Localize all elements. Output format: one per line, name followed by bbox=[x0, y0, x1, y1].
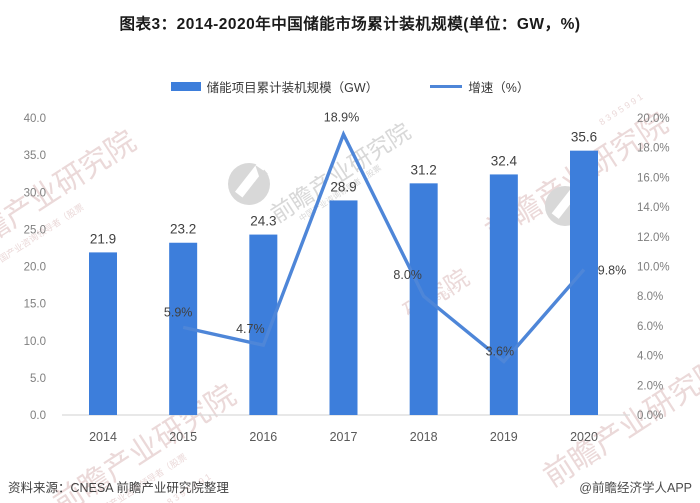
y-left-tick: 40.0 bbox=[24, 113, 46, 125]
growth-value-label: 8.0% bbox=[393, 268, 422, 282]
bar-value-label: 28.9 bbox=[330, 179, 356, 194]
x-tick: 2014 bbox=[89, 430, 117, 444]
growth-value-label: 5.9% bbox=[164, 305, 193, 319]
bar-2019 bbox=[489, 174, 518, 415]
bar-value-label: 35.6 bbox=[571, 130, 597, 145]
bar-value-label: 31.2 bbox=[411, 162, 437, 177]
bar-value-label: 21.9 bbox=[90, 231, 116, 246]
y-left-tick: 20.0 bbox=[24, 262, 46, 274]
y-right-tick: 12.0% bbox=[637, 232, 670, 244]
source-note: 资料来源：CNESA 前瞻产业研究院整理 bbox=[8, 481, 229, 495]
legend-item-line: 增速（%） bbox=[430, 77, 529, 96]
x-tick: 2015 bbox=[169, 430, 197, 444]
legend-line-label: 增速（%） bbox=[468, 81, 530, 95]
growth-value-label: 9.8% bbox=[598, 263, 627, 277]
legend-item-bar: 储能项目累计装机规模（GW） bbox=[170, 77, 379, 96]
y-right-tick: 18.0% bbox=[637, 143, 670, 155]
y-right-tick: 20.0% bbox=[637, 113, 670, 125]
legend-bar-label: 储能项目累计装机规模（GW） bbox=[206, 81, 379, 95]
bar-2018 bbox=[409, 183, 438, 415]
x-tick: 2019 bbox=[490, 430, 518, 444]
y-left-tick: 35.0 bbox=[24, 150, 46, 162]
y-left-tick: 0.0 bbox=[30, 410, 46, 422]
y-right-tick: 16.0% bbox=[637, 172, 670, 184]
growth-value-label: 4.7% bbox=[236, 322, 265, 336]
legend: 储能项目累计装机规模（GW） 增速（%） bbox=[0, 77, 700, 96]
y-left-tick: 5.0 bbox=[30, 373, 46, 385]
line-series-swatch bbox=[430, 84, 463, 89]
x-tick: 2018 bbox=[410, 430, 438, 444]
x-tick: 2016 bbox=[249, 430, 277, 444]
y-right-tick: 4.0% bbox=[637, 351, 663, 363]
bar-2014 bbox=[89, 252, 117, 415]
y-left-tick: 25.0 bbox=[24, 224, 46, 236]
y-right-tick: 0.0% bbox=[637, 410, 663, 422]
growth-line bbox=[182, 130, 586, 364]
y-left-tick: 10.0 bbox=[24, 336, 46, 348]
chart-title: 图表3：2014-2020年中国储能市场累计装机规模(单位：GW，%) bbox=[119, 16, 581, 33]
bar-series-swatch bbox=[170, 82, 201, 91]
growth-value-label: 3.6% bbox=[486, 345, 515, 359]
y-right-tick: 14.0% bbox=[637, 202, 670, 214]
bar-value-label: 32.4 bbox=[491, 153, 518, 168]
y-right-tick: 10.0% bbox=[637, 262, 670, 274]
x-tick: 2020 bbox=[570, 430, 598, 444]
bar-value-label: 23.2 bbox=[170, 222, 196, 237]
bar-2017 bbox=[329, 200, 358, 415]
y-right-tick: 2.0% bbox=[637, 380, 663, 392]
credit-note: @前瞻经济学人APP bbox=[579, 481, 692, 495]
y-right-tick: 8.0% bbox=[637, 291, 663, 303]
y-left-tick: 30.0 bbox=[24, 187, 46, 199]
y-right-tick: 6.0% bbox=[637, 321, 663, 333]
growth-value-label: 18.9% bbox=[324, 110, 359, 124]
footer: 资料来源：CNESA 前瞻产业研究院整理 @前瞻经济学人APP bbox=[8, 477, 692, 496]
bar-value-label: 24.3 bbox=[250, 214, 276, 229]
y-left-tick: 15.0 bbox=[24, 299, 46, 311]
x-tick: 2017 bbox=[330, 430, 358, 444]
